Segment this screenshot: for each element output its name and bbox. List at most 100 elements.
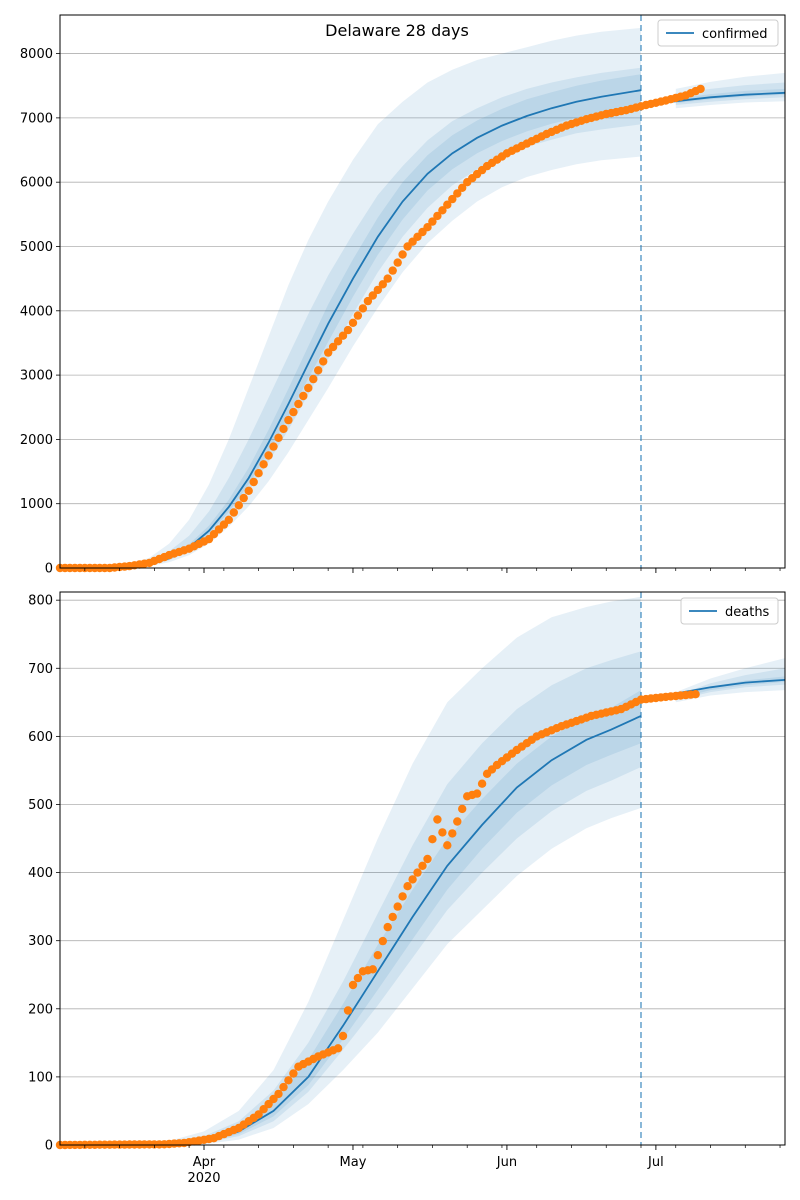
y-tick-label: 6000 [20, 176, 53, 191]
observed-point [328, 342, 338, 352]
uncertainty-band [60, 651, 641, 1145]
observed-point [259, 460, 268, 469]
observed-point [398, 250, 407, 259]
y-tick-label: 0 [45, 1139, 53, 1154]
legend-box [657, 19, 779, 47]
observed-point [274, 1089, 283, 1099]
uncertainty-band [675, 82, 785, 105]
observed-point [324, 348, 333, 357]
x-tick-label: May [340, 1155, 367, 1170]
observed-point [289, 1069, 298, 1078]
observed-point [254, 1110, 263, 1119]
observed-point [363, 296, 373, 306]
observed-point [269, 442, 278, 451]
observed-point [428, 217, 437, 226]
y-tick-label: 600 [28, 730, 53, 745]
y-tick-label: 400 [28, 866, 53, 881]
axes-frame [59, 591, 786, 1146]
x-tick-year-label: 2020 [187, 1171, 220, 1186]
y-tick-label: 2000 [20, 433, 53, 448]
observed-point [264, 451, 273, 460]
observed-point [378, 936, 387, 946]
observed-point [443, 841, 452, 850]
observed-point [383, 274, 392, 283]
observed-point [453, 817, 462, 826]
observed-point [423, 854, 432, 864]
observed-point [373, 951, 382, 960]
observed-point [244, 486, 253, 495]
y-tick-label: 7000 [20, 111, 53, 126]
observed-point [304, 383, 313, 393]
observed-point [477, 779, 487, 788]
legend-label: confirmed [702, 27, 768, 42]
observed-point [358, 304, 368, 313]
observed-point [319, 357, 328, 366]
x-tick-label: Jul [647, 1155, 664, 1170]
observed-point [254, 469, 263, 478]
observed-point [428, 835, 437, 844]
observed-point [448, 829, 457, 838]
observed-point [338, 331, 348, 340]
observed-point [403, 882, 412, 891]
observed-point [378, 280, 387, 289]
observed-point [224, 515, 233, 524]
observed-point [408, 875, 417, 884]
observed-point [472, 789, 482, 798]
y-tick-label: 5000 [20, 240, 53, 255]
x-tick-label: Apr [193, 1155, 216, 1170]
y-tick-label: 1000 [20, 497, 53, 512]
observed-point [393, 258, 402, 267]
observed-point [453, 189, 462, 198]
uncertainty-band [60, 596, 641, 1145]
observed-point [438, 206, 447, 215]
observed-point [433, 815, 442, 824]
observed-point [348, 318, 358, 327]
observed-point [458, 183, 467, 192]
axes-frame [59, 14, 786, 569]
y-tick-label: 500 [28, 798, 53, 813]
uncertainty-band [675, 658, 785, 703]
figure-title: Delaware 28 days [325, 21, 469, 40]
observed-point [229, 508, 238, 517]
observed-point [279, 1082, 288, 1092]
observed-point [343, 325, 353, 335]
observed-point [433, 211, 442, 221]
observed-point [333, 1044, 343, 1053]
observed-point [393, 902, 402, 911]
observed-point [398, 892, 407, 901]
observed-point [443, 200, 452, 209]
observed-point [234, 501, 243, 510]
observed-point [338, 1031, 348, 1041]
observed-point [284, 415, 293, 425]
y-tick-label: 0 [45, 562, 53, 577]
y-tick-label: 200 [28, 1002, 53, 1017]
observed-point [274, 433, 283, 442]
observed-point [458, 804, 467, 814]
legend-box [680, 597, 779, 625]
confirmed-panel: 0 1000 2000 3000 4000 5000 6000 7000 8000 confirm… [20, 14, 786, 577]
observed-point [388, 912, 397, 922]
observed-point [413, 868, 422, 877]
uncertainty-band [60, 67, 641, 568]
observed-point [348, 980, 358, 990]
observed-point [368, 965, 377, 974]
observed-point [289, 407, 298, 417]
observed-point [448, 194, 457, 204]
observed-point [696, 84, 705, 94]
y-tick-label: 8000 [20, 47, 53, 62]
observed-point [294, 399, 303, 409]
observed-point [423, 223, 432, 232]
observed-point [418, 861, 427, 870]
observed-point [333, 337, 343, 346]
y-tick-label: 800 [28, 594, 53, 609]
y-tick-label: 4000 [20, 304, 53, 319]
observed-point [438, 828, 447, 837]
x-tick-label: Jun [496, 1155, 517, 1170]
observed-point [353, 973, 363, 983]
observed-point [383, 922, 392, 932]
observed-point [284, 1076, 293, 1085]
uncertainty-band [60, 690, 641, 1145]
observed-point [353, 311, 363, 320]
